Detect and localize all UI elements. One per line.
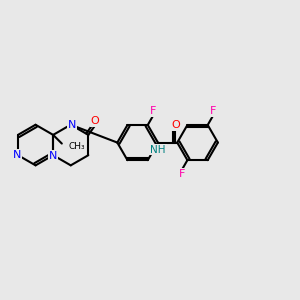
Text: O: O	[171, 120, 180, 130]
Text: CH₃: CH₃	[69, 142, 86, 151]
Text: F: F	[150, 106, 156, 116]
Text: O: O	[91, 116, 99, 126]
Text: N: N	[49, 151, 57, 161]
Text: NH: NH	[150, 145, 166, 154]
Text: F: F	[179, 169, 186, 179]
Text: N: N	[68, 120, 76, 130]
Text: F: F	[209, 106, 216, 116]
Text: N: N	[13, 150, 21, 160]
